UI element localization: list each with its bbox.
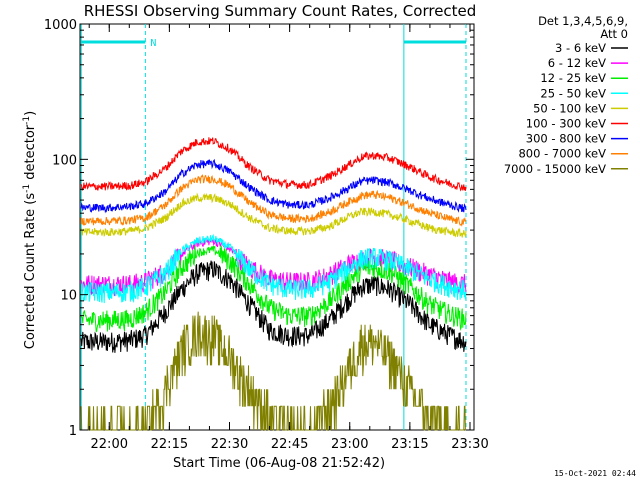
legend-entry-label: 25 - 50 keV [540, 86, 606, 100]
x-tick-label: 22:30 [211, 437, 248, 452]
legend-entry-label: 12 - 25 keV [540, 71, 606, 85]
legend-header: Det 1,3,4,5,6,9, [538, 14, 628, 28]
legend-entry-label: 3 - 6 keV [555, 41, 606, 55]
y-tick-label: 100 [52, 153, 77, 168]
series-50-100-kev [80, 192, 467, 238]
series-line [80, 311, 466, 431]
x-tick-label: 23:30 [451, 437, 488, 452]
y-axis-label-main: Corrected Count Rate (s [23, 193, 38, 350]
x-tick-label: 22:00 [91, 437, 128, 452]
series-800-7000-kev [80, 174, 467, 227]
plot-area: N 1 10 100 1000 22:00 22:15 22:30 22:45 23:00 23:1… [44, 18, 489, 452]
night-marker-label: N [150, 38, 156, 49]
legend-header: Att 0 [600, 27, 628, 41]
x-tick-label: 22:45 [271, 437, 308, 452]
legend-entry-label: 6 - 12 keV [548, 56, 606, 70]
series-7000-15000-kev [80, 311, 466, 431]
legend-entry-label: 300 - 800 keV [526, 132, 606, 146]
chart-title: RHESSI Observing Summary Count Rates, Co… [84, 2, 477, 20]
series-line [80, 192, 467, 238]
series-line [80, 158, 467, 214]
series-line [80, 245, 467, 333]
series-12-25-kev [80, 245, 467, 333]
y-tick-label: 1 [69, 424, 77, 439]
x-axis-label: Start Time (06-Aug-08 21:52:42) [173, 456, 385, 471]
series-25-50-kev [80, 233, 467, 304]
y-tick-label: 1000 [44, 18, 77, 33]
series-line [80, 233, 467, 304]
x-tick-label: 23:00 [331, 437, 368, 452]
x-tick-label: 22:15 [151, 437, 188, 452]
y-tick-label: 10 [60, 289, 77, 304]
legend-entry-label: 100 - 300 keV [526, 117, 606, 131]
y-axis-label-end: ) [23, 111, 38, 116]
series-300-800-kev [80, 158, 467, 214]
legend-entry-label: 50 - 100 keV [533, 101, 606, 115]
series-3-6-kev [80, 260, 467, 353]
y-axis-label-mid: detector [23, 124, 38, 184]
series-line [80, 174, 467, 227]
y-axis-label-sup2: -1 [22, 116, 32, 125]
x-tick-label: 23:15 [391, 437, 428, 452]
legend-entry-label: 800 - 7000 keV [518, 147, 606, 161]
series-100-300-kev [80, 137, 467, 192]
y-axis-label-sup1: -1 [22, 184, 32, 193]
series-line [80, 137, 467, 192]
footer-date: 15-Oct-2021 02:44 [554, 469, 636, 478]
legend-entry-label: 7000 - 15000 keV [504, 162, 606, 176]
series-line [80, 260, 467, 353]
y-axis-label: Corrected Count Rate (s-1 detector-1) [22, 111, 38, 349]
